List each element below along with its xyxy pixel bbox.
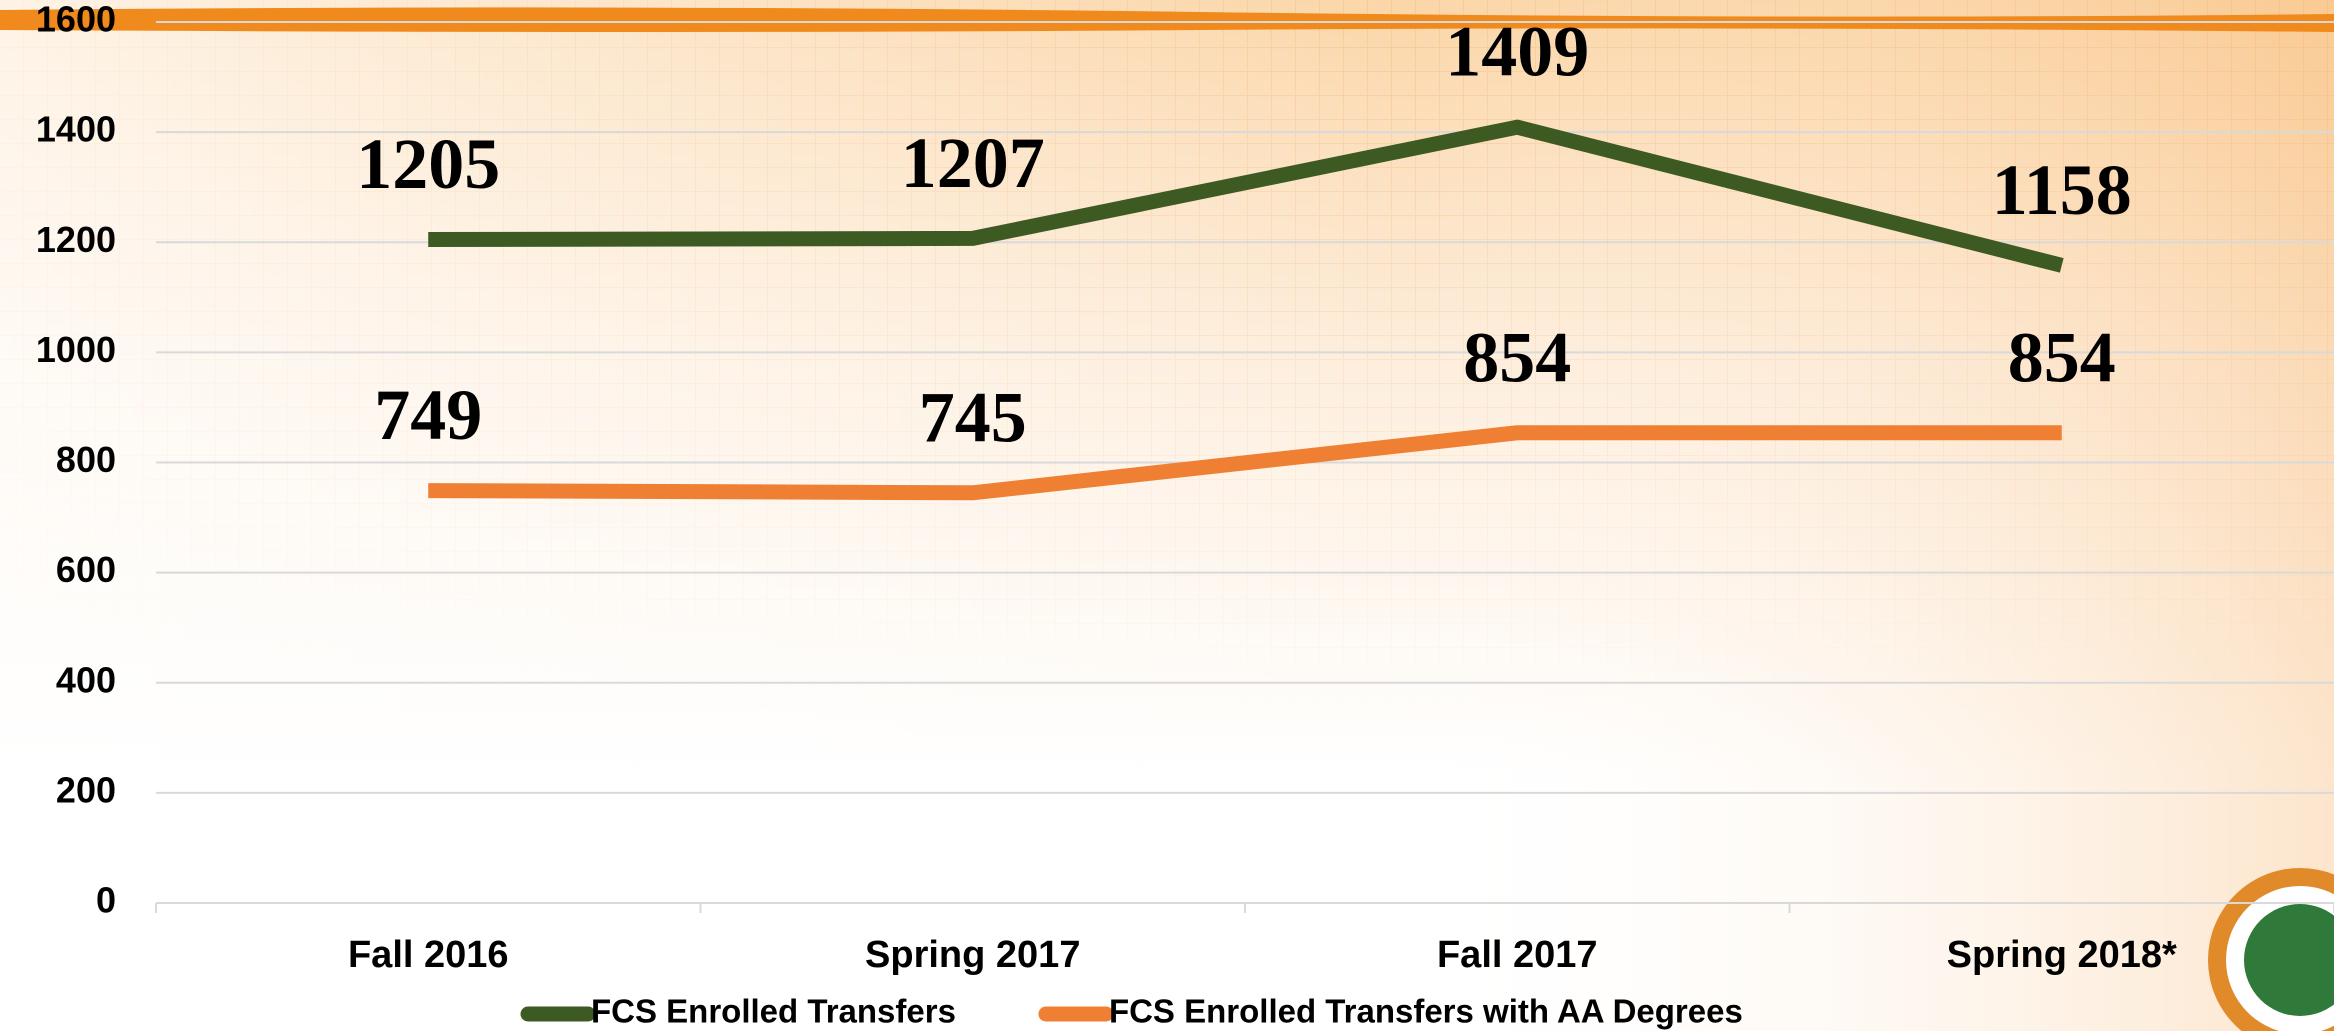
data-label: 749 <box>374 375 482 455</box>
series-line <box>428 119 2064 273</box>
data-label: 1205 <box>356 124 500 204</box>
data-label: 854 <box>2008 317 2116 397</box>
y-tick-label: 800 <box>56 439 116 480</box>
legend-label: FCS Enrolled Transfers with AA Degrees <box>1109 993 1743 1030</box>
logo <box>2208 868 2334 1031</box>
legend-label: FCS Enrolled Transfers <box>591 993 956 1030</box>
y-tick-label: 200 <box>56 769 116 810</box>
data-label: 745 <box>919 377 1027 457</box>
data-label: 1409 <box>1445 12 1589 92</box>
series-line <box>428 425 2062 501</box>
x-tick-label: Fall 2017 <box>1437 934 1598 976</box>
x-tick-label: Fall 2016 <box>348 934 509 976</box>
y-tick-label: 0 <box>96 880 116 921</box>
data-label: 1207 <box>901 123 1045 203</box>
y-tick-label: 400 <box>56 659 116 700</box>
y-tick-label: 1000 <box>36 329 116 370</box>
x-tick-label: Spring 2017 <box>865 934 1080 976</box>
top-brush-stroke <box>0 7 2334 32</box>
y-tick-label: 600 <box>56 549 116 590</box>
y-tick-label: 1600 <box>36 0 116 40</box>
data-label: 1158 <box>1992 150 2132 230</box>
y-tick-label: 1200 <box>36 219 116 260</box>
plot-area: 0 200 400 600 800 1000 1200 1400 1600 Fall 2016 Sp… <box>36 0 2334 1030</box>
x-tick-label: Spring 2018* <box>1947 934 2177 976</box>
y-tick-label: 1400 <box>36 109 116 150</box>
data-label: 854 <box>1463 317 1571 397</box>
